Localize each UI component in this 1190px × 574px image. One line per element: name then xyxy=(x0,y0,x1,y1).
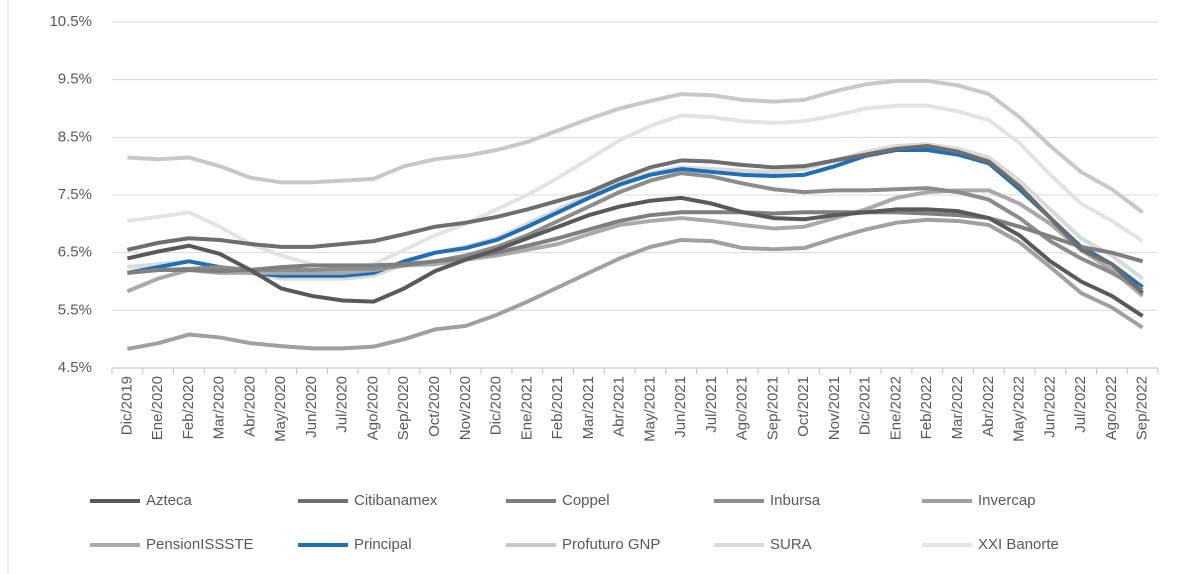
legend-label: Azteca xyxy=(146,492,193,509)
x-tick-label: Abr/2022 xyxy=(980,376,997,437)
series-line xyxy=(126,195,1144,318)
x-tick-label: Nov/2021 xyxy=(826,376,843,440)
y-tick-label: 5.5% xyxy=(58,301,92,318)
y-tick-label: 10.5% xyxy=(49,13,92,30)
x-tick-label: Ene/2022 xyxy=(887,376,904,440)
x-tick-label: Nov/2020 xyxy=(457,376,474,440)
x-tick-label: Sep/2021 xyxy=(764,376,781,440)
x-tick-label: Feb/2021 xyxy=(549,376,566,439)
y-tick-label: 4.5% xyxy=(58,359,92,376)
y-tick-label: 9.5% xyxy=(58,71,92,88)
x-tick-label: Dic/2020 xyxy=(488,376,505,435)
legend-label: Inbursa xyxy=(770,492,821,509)
series-line xyxy=(127,78,1144,214)
x-tick-label: Ago/2022 xyxy=(1103,376,1120,440)
legend-label: PensionISSSTE xyxy=(146,536,254,553)
x-tick-label: Mar/2020 xyxy=(211,376,228,439)
x-tick-label: Jul/2020 xyxy=(334,376,351,433)
x-tick-label: Sep/2020 xyxy=(395,376,412,440)
legend-label: Coppel xyxy=(562,492,610,509)
x-tick-label: Jun/2022 xyxy=(1041,376,1058,438)
series-line xyxy=(127,148,1144,289)
x-tick-label: Ago/2020 xyxy=(364,376,381,440)
legend-label: Principal xyxy=(354,536,412,553)
series-line xyxy=(127,171,1144,292)
x-tick-label: Jun/2020 xyxy=(303,376,320,438)
x-tick-label: May/2020 xyxy=(272,376,289,442)
x-tick-label: Dic/2021 xyxy=(857,376,874,435)
series-line xyxy=(126,188,1144,298)
x-tick-label: Mar/2022 xyxy=(949,376,966,439)
x-tick-label: Dic/2019 xyxy=(118,376,135,435)
x-tick-label: Ago/2021 xyxy=(734,376,751,440)
x-tick-label: Oct/2021 xyxy=(795,376,812,437)
x-tick-label: Abr/2021 xyxy=(611,376,628,437)
y-tick-label: 8.5% xyxy=(58,128,92,145)
x-tick-label: Sep/2022 xyxy=(1134,376,1151,440)
x-tick-label: May/2022 xyxy=(1011,376,1028,442)
x-tick-label: Feb/2022 xyxy=(918,376,935,439)
x-tick-label: Jun/2021 xyxy=(672,376,689,438)
x-tick-label: Abr/2020 xyxy=(241,376,258,437)
x-tick-label: Jul/2021 xyxy=(703,376,720,433)
x-tick-label: Feb/2020 xyxy=(180,376,197,439)
x-tick-label: May/2021 xyxy=(641,376,658,442)
series-line xyxy=(127,217,1144,351)
legend-label: Citibanamex xyxy=(354,492,438,509)
x-tick-label: Oct/2020 xyxy=(426,376,443,437)
x-tick-label: Jul/2022 xyxy=(1072,376,1089,433)
legend-label: XXI Banorte xyxy=(978,536,1059,553)
legend-label: Invercap xyxy=(978,492,1036,509)
y-tick-label: 6.5% xyxy=(58,244,92,261)
x-tick-label: Ene/2021 xyxy=(518,376,535,440)
y-tick-label: 7.5% xyxy=(58,186,92,203)
legend-label: SURA xyxy=(770,536,812,553)
legend-label: Profuturo GNP xyxy=(562,536,660,553)
series-line xyxy=(127,103,1144,272)
x-tick-label: Mar/2021 xyxy=(580,376,597,439)
x-tick-label: Ene/2020 xyxy=(149,376,166,440)
series-line xyxy=(126,143,1144,295)
